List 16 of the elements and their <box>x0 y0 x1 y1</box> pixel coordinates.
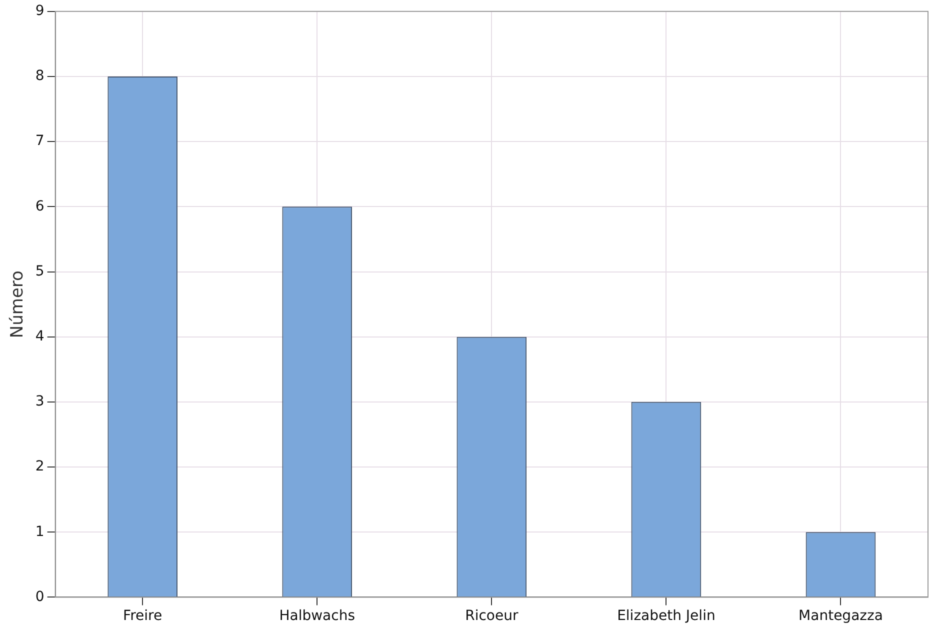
y-tick-label: 9 <box>35 3 44 20</box>
y-tick-label: 7 <box>35 133 44 150</box>
y-tick-label: 0 <box>35 588 44 605</box>
y-tick-label: 2 <box>35 458 44 475</box>
y-tick-label: 8 <box>35 68 44 84</box>
y-axis-title: Número <box>8 270 28 338</box>
y-tick-label: 5 <box>35 263 44 280</box>
y-tick-label: 3 <box>35 394 44 410</box>
y-tick-label: 6 <box>35 198 44 214</box>
y-tick-label: 1 <box>35 524 44 540</box>
x-tick-label: Ricoeur <box>465 608 518 624</box>
x-tick-label: Halbwachs <box>279 608 356 624</box>
y-tick-label: 4 <box>35 328 44 344</box>
x-tick-label: Mantegazza <box>798 608 883 624</box>
x-tick-label: Freire <box>123 608 162 624</box>
x-tick-label: Elizabeth Jelin <box>617 608 716 624</box>
